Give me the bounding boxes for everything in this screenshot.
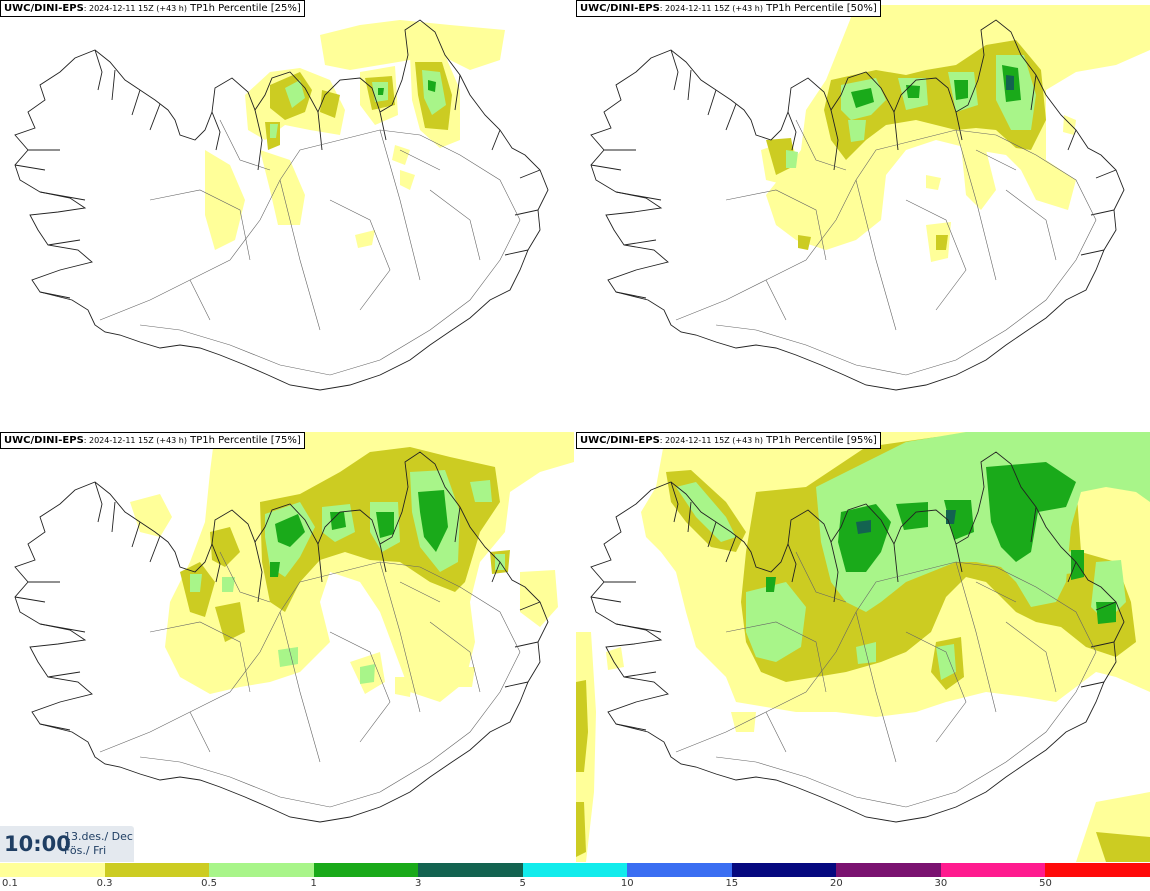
legend-label: 20 <box>829 878 843 889</box>
valid-date-line2: Fös./ Fri <box>64 844 107 857</box>
legend-label: 0.1 <box>2 878 18 889</box>
legend-label: 0.5 <box>201 878 218 889</box>
model-name: UWC/DINI-EPS <box>580 3 660 14</box>
precip-band-0.1 <box>761 5 1150 262</box>
legend-swatch <box>104 863 210 877</box>
precip-band-1 <box>378 80 436 95</box>
legend-swatch <box>418 863 523 877</box>
panel-title: UWC/DINI-EPS: 2024-12-11 15Z (+43 h) TP1… <box>0 0 305 17</box>
precip-band-3 <box>1006 75 1014 90</box>
run-info: : 2024-12-11 15Z (+43 h) <box>83 4 187 13</box>
legend-swatch <box>0 863 105 877</box>
field-name: TP1h Percentile [50%] <box>762 3 877 14</box>
precip-map-75 <box>14 432 574 823</box>
run-info: : 2024-12-11 15Z (+43 h) <box>83 436 187 445</box>
field-name: TP1h Percentile [95%] <box>762 435 877 446</box>
legend-label: 1 <box>310 878 317 889</box>
legend-swatch <box>627 863 732 877</box>
precip-band-0.1 <box>205 20 505 250</box>
road-network <box>99 119 521 376</box>
legend-swatch <box>940 863 1046 877</box>
legend-label: 30 <box>934 878 948 889</box>
panel-title: UWC/DINI-EPS: 2024-12-11 15Z (+43 h) TP1… <box>576 0 881 17</box>
valid-date: 13.des./ Dec Fös./ Fri <box>64 830 133 858</box>
legend-colorbar <box>0 863 1150 877</box>
run-info: : 2024-12-11 15Z (+43 h) <box>659 436 763 445</box>
field-name: TP1h Percentile [75%] <box>186 435 301 446</box>
legend-label: 3 <box>414 878 422 889</box>
map-panel-95: UWC/DINI-EPS: 2024-12-11 15Z (+43 h) TP1… <box>576 432 1150 862</box>
valid-time: 10:00 <box>4 832 71 856</box>
legend-swatch <box>731 863 837 877</box>
panel-divider <box>574 0 576 860</box>
map-panel-50: UWC/DINI-EPS: 2024-12-11 15Z (+43 h) TP1… <box>576 0 1150 430</box>
legend-label: 10 <box>620 878 634 889</box>
panel-title: UWC/DINI-EPS: 2024-12-11 15Z (+43 h) TP1… <box>576 432 881 449</box>
precip-map-95 <box>576 432 1150 862</box>
legend-swatch <box>1045 863 1150 877</box>
panel-title: UWC/DINI-EPS: 2024-12-11 15Z (+43 h) TP1… <box>0 432 305 449</box>
map-panel-25: UWC/DINI-EPS: 2024-12-11 15Z (+43 h) TP1… <box>0 0 574 430</box>
legend-swatch <box>522 863 628 877</box>
field-name: TP1h Percentile [25%] <box>186 3 301 14</box>
legend-label: 50 <box>1039 878 1052 889</box>
legend-label: 5 <box>519 878 526 889</box>
legend-swatch <box>313 863 419 877</box>
precip-map-25 <box>14 19 549 391</box>
legend-swatch <box>209 863 314 877</box>
map-panel-75: UWC/DINI-EPS: 2024-12-11 15Z (+43 h) TP1… <box>0 432 574 862</box>
model-name: UWC/DINI-EPS <box>4 435 84 446</box>
precip-map-50 <box>590 5 1150 391</box>
legend-swatch <box>836 863 941 877</box>
legend-label: 15 <box>725 878 739 889</box>
precip-band-1 <box>270 490 448 577</box>
model-name: UWC/DINI-EPS <box>580 435 660 446</box>
model-name: UWC/DINI-EPS <box>4 3 84 14</box>
run-info: : 2024-12-11 15Z (+43 h) <box>659 4 763 13</box>
color-legend: 0.1 0.3 0.5 1 3 5 10 15 20 30 50 <box>0 862 1150 891</box>
legend-label: 0.3 <box>96 878 113 889</box>
valid-time-box: 10:00 13.des./ Dec Fös./ Fri <box>0 826 134 862</box>
valid-date-line1: 13.des./ Dec <box>64 830 133 843</box>
